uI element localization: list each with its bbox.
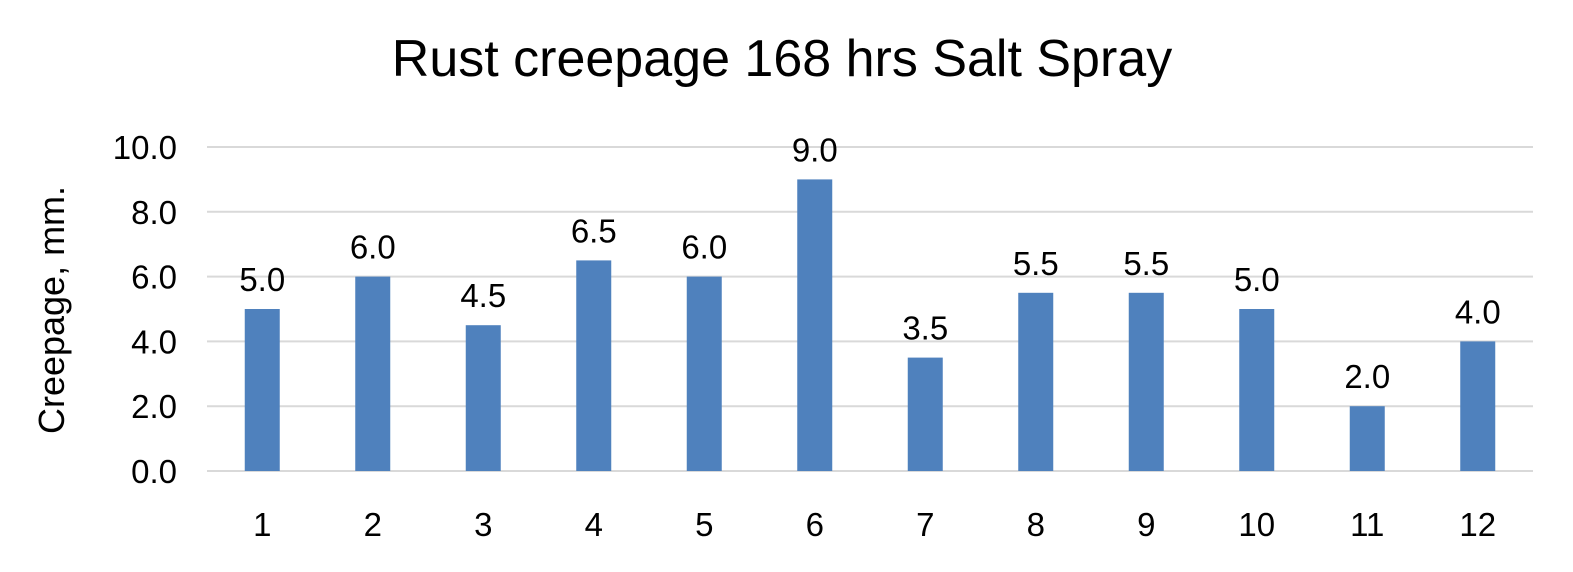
y-tick-label: 2.0 (131, 388, 177, 425)
y-tick-label: 8.0 (131, 194, 177, 231)
x-tick-label: 9 (1137, 506, 1155, 543)
x-tick-label: 12 (1459, 506, 1496, 543)
x-tick-label: 2 (364, 506, 382, 543)
x-tick-label: 8 (1027, 506, 1045, 543)
x-tick-label: 10 (1238, 506, 1275, 543)
data-label: 4.0 (1455, 293, 1501, 330)
bar (244, 309, 280, 471)
bar (576, 260, 612, 471)
bar (465, 325, 501, 471)
bar (1018, 292, 1054, 471)
y-tick-label: 4.0 (131, 323, 177, 360)
data-label: 3.5 (902, 310, 948, 347)
chart-title: Rust creepage 168 hrs Salt Spray (392, 30, 1172, 88)
x-tick-label: 1 (253, 506, 271, 543)
x-axis-ticks: 1 2 3 4 5 6 7 8 9 10 11 12 (253, 506, 1496, 543)
data-label: 2.0 (1344, 358, 1390, 395)
data-label: 5.0 (239, 261, 285, 298)
y-tick-label: 10.0 (113, 129, 177, 166)
x-tick-label: 11 (1350, 506, 1384, 543)
data-labels: 5.0 6.0 4.5 6.5 6.0 9.0 3.5 5.5 5.5 5.0 2.0 4.0 (239, 131, 1500, 395)
y-tick-label: 6.0 (131, 259, 177, 296)
x-tick-label: 6 (806, 506, 824, 543)
data-label: 6.0 (350, 229, 396, 266)
bar (797, 179, 833, 471)
bar (1239, 309, 1275, 471)
data-label: 6.5 (571, 212, 617, 249)
y-axis-label: Creepage, mm. (31, 186, 72, 434)
bar (686, 276, 722, 471)
bar (355, 276, 391, 471)
x-tick-label: 3 (474, 506, 492, 543)
bar (907, 357, 943, 471)
data-label: 4.5 (460, 277, 506, 314)
bar (1460, 341, 1496, 471)
y-axis-ticks: 0.0 2.0 4.0 6.0 8.0 10.0 (113, 129, 177, 490)
x-tick-label: 4 (585, 506, 603, 543)
y-tick-label: 0.0 (131, 453, 177, 490)
x-tick-label: 7 (916, 506, 934, 543)
bars (244, 179, 1496, 471)
gridlines (207, 146, 1533, 472)
x-tick-label: 5 (695, 506, 713, 543)
data-label: 6.0 (681, 229, 727, 266)
data-label: 5.0 (1234, 261, 1280, 298)
bar (1128, 292, 1164, 471)
data-label: 5.5 (1013, 245, 1059, 282)
bar (1349, 406, 1385, 471)
data-label: 9.0 (792, 131, 838, 168)
data-label: 5.5 (1123, 245, 1169, 282)
